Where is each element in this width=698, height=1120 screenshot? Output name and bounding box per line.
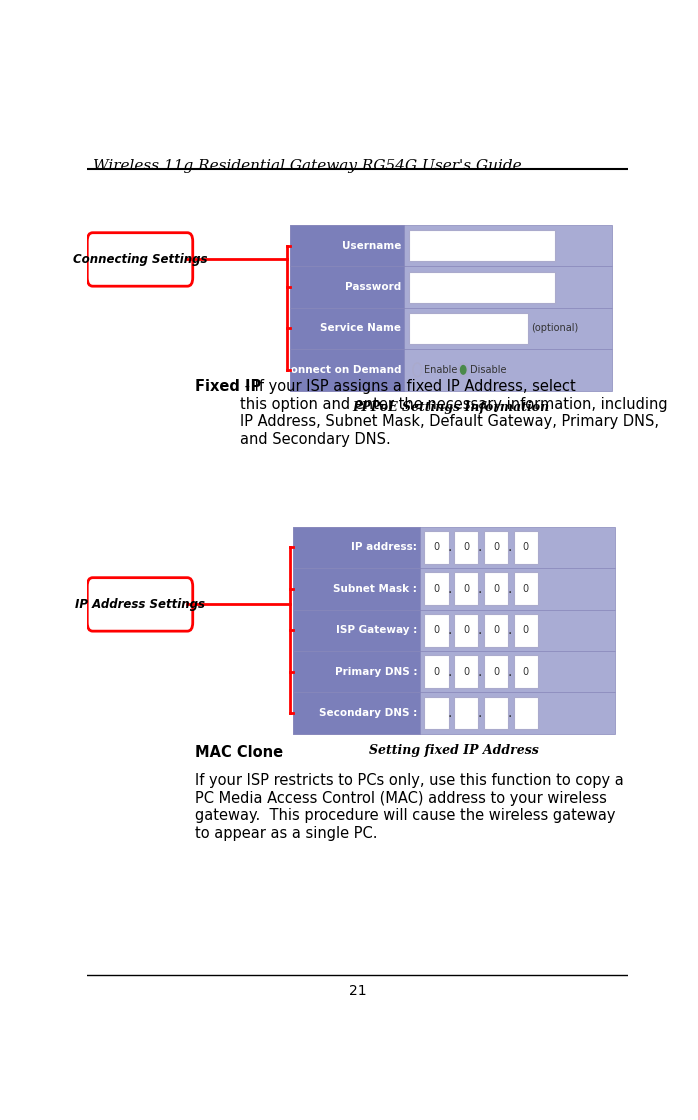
Text: IP address:: IP address: [351,542,417,552]
Text: IP Address Settings: IP Address Settings [75,598,205,610]
Text: .: . [507,582,512,596]
FancyBboxPatch shape [484,614,508,646]
Text: .: . [447,706,452,720]
FancyBboxPatch shape [409,230,555,261]
Text: 0: 0 [493,625,499,635]
FancyBboxPatch shape [293,609,615,651]
FancyBboxPatch shape [454,531,478,563]
FancyBboxPatch shape [293,609,420,651]
Text: .: . [447,582,452,596]
Text: 0: 0 [463,666,469,676]
FancyBboxPatch shape [290,308,612,349]
FancyBboxPatch shape [454,572,478,605]
Text: 0: 0 [433,542,440,552]
Text: Setting fixed IP Address: Setting fixed IP Address [369,744,539,757]
FancyBboxPatch shape [87,233,193,287]
FancyBboxPatch shape [484,531,508,563]
FancyBboxPatch shape [514,572,538,605]
FancyBboxPatch shape [409,312,528,344]
Text: .: . [447,623,452,637]
Circle shape [461,365,466,374]
Text: .: . [507,623,512,637]
Text: 21: 21 [349,983,366,998]
FancyBboxPatch shape [293,568,420,609]
FancyBboxPatch shape [514,655,538,688]
Text: Primary DNS :: Primary DNS : [335,666,417,676]
FancyBboxPatch shape [424,531,449,563]
FancyBboxPatch shape [454,697,478,729]
Text: 0: 0 [433,625,440,635]
FancyBboxPatch shape [293,651,615,692]
FancyBboxPatch shape [290,349,403,391]
Text: 0: 0 [523,584,529,594]
Text: Secondary DNS :: Secondary DNS : [319,708,417,718]
Text: (optional): (optional) [530,324,578,334]
FancyBboxPatch shape [290,308,403,349]
Text: Password: Password [345,282,401,292]
FancyBboxPatch shape [424,697,449,729]
Text: Fixed IP: Fixed IP [195,380,262,394]
FancyBboxPatch shape [293,526,420,568]
FancyBboxPatch shape [293,692,420,734]
Text: Wireless 11g Residential Gateway RG54G User's Guide: Wireless 11g Residential Gateway RG54G U… [93,159,521,172]
Text: 0: 0 [493,542,499,552]
FancyBboxPatch shape [424,655,449,688]
FancyBboxPatch shape [293,692,615,734]
Text: .: . [507,664,512,679]
FancyBboxPatch shape [290,267,403,308]
FancyBboxPatch shape [290,225,612,267]
Text: Connect on Demand: Connect on Demand [283,365,401,375]
Text: Username: Username [341,241,401,251]
Text: MAC Clone: MAC Clone [195,745,283,760]
Text: Connecting Settings: Connecting Settings [73,253,207,265]
Text: 0: 0 [523,625,529,635]
FancyBboxPatch shape [454,614,478,646]
FancyBboxPatch shape [514,697,538,729]
FancyBboxPatch shape [424,572,449,605]
FancyBboxPatch shape [484,572,508,605]
FancyBboxPatch shape [293,651,420,692]
FancyBboxPatch shape [290,349,612,391]
FancyBboxPatch shape [484,655,508,688]
Text: .: . [507,541,512,554]
Text: .: . [477,706,482,720]
Text: Disable: Disable [470,365,507,375]
Text: Subnet Mask :: Subnet Mask : [334,584,417,594]
FancyBboxPatch shape [514,614,538,646]
Text: .: . [477,582,482,596]
Text: 0: 0 [463,542,469,552]
Text: .: . [447,664,452,679]
Text: .: . [447,541,452,554]
Text: .: . [477,664,482,679]
Text: Enable: Enable [424,365,458,375]
Text: 0: 0 [463,584,469,594]
Text: 0: 0 [463,625,469,635]
Text: 0: 0 [493,584,499,594]
Text: 0: 0 [493,666,499,676]
FancyBboxPatch shape [87,578,193,632]
Text: ISP Gateway :: ISP Gateway : [336,625,417,635]
FancyBboxPatch shape [424,614,449,646]
Text: If your ISP restricts to PCs only, use this function to copy a
PC Media Access C: If your ISP restricts to PCs only, use t… [195,774,624,841]
Text: 0: 0 [523,666,529,676]
FancyBboxPatch shape [484,697,508,729]
Text: - If your ISP assigns a fixed IP Address, select
this option and enter the neces: - If your ISP assigns a fixed IP Address… [240,380,667,447]
FancyBboxPatch shape [290,225,403,267]
Text: PPPoE Settings Information: PPPoE Settings Information [352,401,549,414]
FancyBboxPatch shape [514,531,538,563]
Text: Service Name: Service Name [320,324,401,334]
Text: .: . [477,623,482,637]
Text: 0: 0 [433,666,440,676]
FancyBboxPatch shape [290,267,612,308]
Text: .: . [477,541,482,554]
Text: 0: 0 [523,542,529,552]
Text: .: . [507,706,512,720]
FancyBboxPatch shape [409,271,555,302]
FancyBboxPatch shape [293,568,615,609]
Text: 0: 0 [433,584,440,594]
FancyBboxPatch shape [454,655,478,688]
FancyBboxPatch shape [293,526,615,568]
